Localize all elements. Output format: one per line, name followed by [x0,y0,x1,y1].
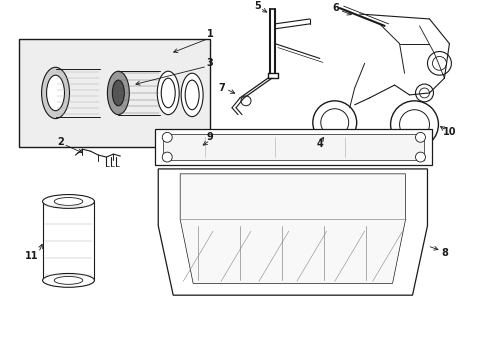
Text: 2: 2 [57,137,64,147]
Circle shape [162,132,172,142]
Text: 9: 9 [206,132,213,142]
Text: 6: 6 [332,3,338,13]
Circle shape [415,84,432,102]
Circle shape [390,101,438,148]
Circle shape [431,57,446,70]
Ellipse shape [46,75,64,111]
Ellipse shape [181,73,203,117]
Text: 3: 3 [206,58,213,68]
Ellipse shape [42,274,94,287]
Text: 10: 10 [442,127,455,138]
Bar [155,130,431,165]
Circle shape [162,152,172,162]
Ellipse shape [54,198,82,206]
Polygon shape [180,174,405,283]
Ellipse shape [41,67,69,118]
Ellipse shape [107,71,129,114]
Text: 7: 7 [218,83,225,93]
Ellipse shape [42,194,94,208]
Circle shape [399,110,428,139]
Polygon shape [158,169,427,295]
Circle shape [415,152,425,162]
Text: 1: 1 [206,29,213,39]
Text: 5: 5 [254,1,261,11]
Ellipse shape [157,71,179,114]
Circle shape [312,101,356,144]
Circle shape [415,132,425,142]
Circle shape [241,96,250,106]
Ellipse shape [185,80,199,110]
Circle shape [320,109,348,136]
Ellipse shape [54,276,82,284]
Bar [42,202,94,280]
Ellipse shape [161,78,175,108]
Ellipse shape [112,80,124,106]
Text: 11: 11 [25,251,39,261]
Text: 4: 4 [316,139,323,149]
Bar [19,39,210,147]
Circle shape [427,51,450,75]
Text: 8: 8 [440,248,447,258]
Circle shape [419,88,428,98]
Bar [163,134,424,160]
